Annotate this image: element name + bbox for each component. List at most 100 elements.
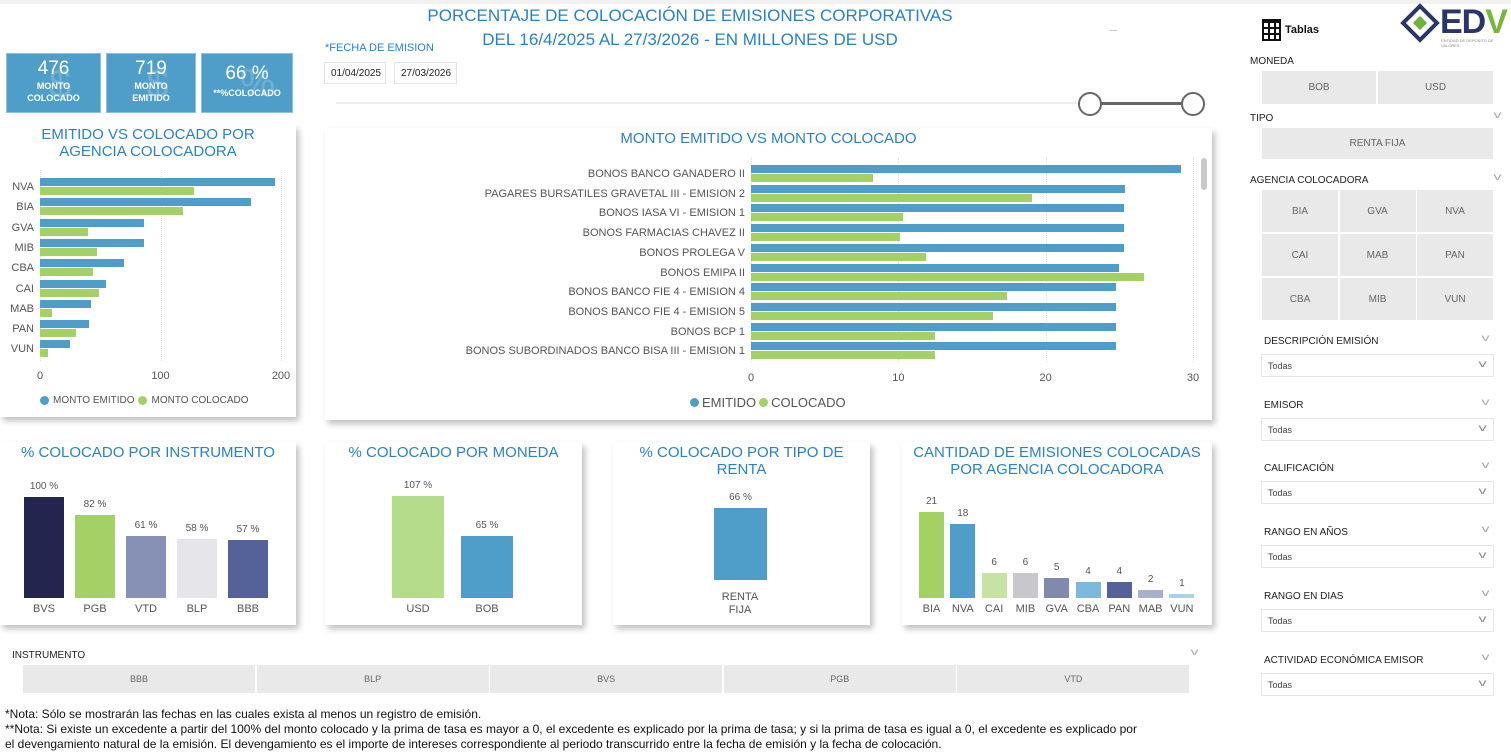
chevron-down-icon[interactable]: v <box>1481 333 1490 344</box>
bar-colocado[interactable] <box>751 272 1145 281</box>
bar-colocado[interactable] <box>40 349 49 358</box>
filter-dropdown[interactable]: Todas v <box>1261 545 1494 569</box>
bar-emitido[interactable] <box>40 218 144 227</box>
bar-colocado[interactable] <box>751 311 993 320</box>
table-icon[interactable] <box>1262 19 1281 41</box>
bar-emitido[interactable] <box>40 178 275 186</box>
bar-emitido[interactable] <box>751 204 1124 213</box>
date-slider-end-handle[interactable] <box>1181 92 1205 116</box>
tablas-button[interactable]: Tablas <box>1285 24 1320 36</box>
instrumento-option-blp[interactable]: BLP <box>256 665 489 693</box>
bar-colocado[interactable] <box>40 329 77 338</box>
bar-colocado[interactable] <box>751 233 900 242</box>
bar-bbb[interactable] <box>228 540 268 598</box>
chevron-down-icon[interactable]: v <box>1481 460 1490 472</box>
chevron-down-icon[interactable]: v <box>1481 651 1490 663</box>
bar-vun[interactable] <box>1169 593 1195 598</box>
filter-label: EMISOR <box>1264 399 1304 411</box>
instrumento-option-bvs[interactable]: BVS <box>490 665 723 693</box>
bar-emitido[interactable] <box>751 283 1117 292</box>
agencia-option-vun[interactable]: VUN <box>1417 278 1493 320</box>
agencia-option-mab[interactable]: MAB <box>1339 234 1416 276</box>
bar-emitido[interactable] <box>40 198 251 207</box>
bar-colocado[interactable] <box>751 331 936 340</box>
bar-emitido[interactable] <box>40 340 71 349</box>
bar-emitido[interactable] <box>751 243 1124 252</box>
chart-scrollbar[interactable] <box>1201 158 1207 190</box>
bar-colocado[interactable] <box>751 292 1008 301</box>
bar-emitido[interactable] <box>40 259 125 268</box>
bar-cai[interactable] <box>981 573 1007 598</box>
agencia-option-cai[interactable]: CAI <box>1262 234 1338 276</box>
bar-bob[interactable] <box>461 536 513 598</box>
bar-usd[interactable] <box>392 496 444 598</box>
chevron-down-icon[interactable]: v <box>1481 587 1490 599</box>
filter-dropdown[interactable]: Todas v <box>1261 672 1494 696</box>
filter-dropdown[interactable]: Todas v <box>1261 417 1494 441</box>
bar-colocado[interactable] <box>751 213 903 222</box>
bar-colocado[interactable] <box>40 187 195 195</box>
instrumento-option-pgb[interactable]: PGB <box>723 665 956 693</box>
bar-pgb[interactable] <box>75 515 115 598</box>
bar-colocado[interactable] <box>40 268 94 277</box>
bar-emitido[interactable] <box>751 322 1117 331</box>
chevron-down-icon[interactable]: v <box>1190 647 1199 658</box>
bar-emitido[interactable] <box>40 299 91 308</box>
kpi-label: MONTO <box>134 81 168 91</box>
filter-dropdown[interactable]: Todas v <box>1261 481 1494 505</box>
bar-colocado[interactable] <box>40 308 53 317</box>
end-date-input[interactable]: 27/03/2026 <box>394 62 457 84</box>
bar-blp[interactable] <box>177 539 217 598</box>
colocado-por-tipo-renta-card: % COLOCADO POR TIPO DE RENTA 66 % RENTA … <box>613 442 870 625</box>
bar-colocado[interactable] <box>751 193 1033 202</box>
bar-colocado[interactable] <box>40 288 100 297</box>
chevron-down-icon[interactable]: v <box>1493 172 1502 183</box>
bar-colocado[interactable] <box>751 351 936 360</box>
agencia-option-bia[interactable]: BIA <box>1262 190 1338 232</box>
category-label: PAN <box>12 323 34 336</box>
bar-emitido[interactable] <box>751 184 1126 193</box>
moneda-option-usd[interactable]: USD <box>1378 71 1493 104</box>
bar-emitido[interactable] <box>751 224 1124 233</box>
bar-bvs[interactable] <box>24 497 64 598</box>
agencia-option-mib[interactable]: MIB <box>1339 278 1416 320</box>
bar-cba[interactable] <box>1075 581 1101 598</box>
bar-mab[interactable] <box>1138 589 1164 598</box>
bar-emitido[interactable] <box>751 342 1117 351</box>
bar-vtd[interactable] <box>126 536 166 598</box>
chevron-down-icon[interactable]: v <box>1493 110 1502 121</box>
bar-emitido[interactable] <box>751 165 1182 173</box>
bar-gva[interactable] <box>1044 577 1070 598</box>
bar-emitido[interactable] <box>40 238 144 247</box>
bar-colocado[interactable] <box>40 227 89 236</box>
filter-dropdown[interactable]: Todas v <box>1261 354 1494 377</box>
moneda-label: MONEDA <box>1250 56 1294 67</box>
bar-emitido[interactable] <box>751 302 1117 311</box>
chevron-down-icon[interactable]: v <box>1481 524 1490 536</box>
bar-colocado[interactable] <box>751 252 927 261</box>
bar-bia[interactable] <box>919 512 944 598</box>
bar-nva[interactable] <box>950 524 976 598</box>
bar-colocado[interactable] <box>751 174 874 182</box>
bar-emitido[interactable] <box>751 263 1120 272</box>
bar-colocado[interactable] <box>40 207 184 216</box>
agencia-option-cba[interactable]: CBA <box>1262 278 1338 320</box>
start-date-input[interactable]: 01/04/2025 <box>324 62 386 84</box>
date-slider-start-handle[interactable] <box>1078 92 1103 116</box>
filter-dropdown[interactable]: Todas v <box>1261 608 1494 632</box>
bar-emitido[interactable] <box>40 320 90 329</box>
moneda-option-bob[interactable]: BOB <box>1262 71 1376 104</box>
bar-pan[interactable] <box>1106 581 1132 598</box>
instrumento-option-bbb[interactable]: BBB <box>23 665 255 693</box>
chevron-down-icon[interactable]: v <box>1481 396 1490 408</box>
bar-mib[interactable] <box>1012 573 1038 598</box>
agencia-option-nva[interactable]: NVA <box>1417 190 1493 232</box>
data-label: 57 % <box>236 524 260 536</box>
bar-colocado[interactable] <box>40 247 97 256</box>
agencia-option-pan[interactable]: PAN <box>1417 234 1493 276</box>
bar-renta-fija[interactable] <box>714 508 767 580</box>
bar-emitido[interactable] <box>40 279 107 288</box>
agencia-option-gva[interactable]: GVA <box>1339 190 1416 232</box>
instrumento-option-vtd[interactable]: VTD <box>957 665 1190 693</box>
tipo-option-renta-fija[interactable]: RENTA FIJA <box>1262 128 1493 159</box>
